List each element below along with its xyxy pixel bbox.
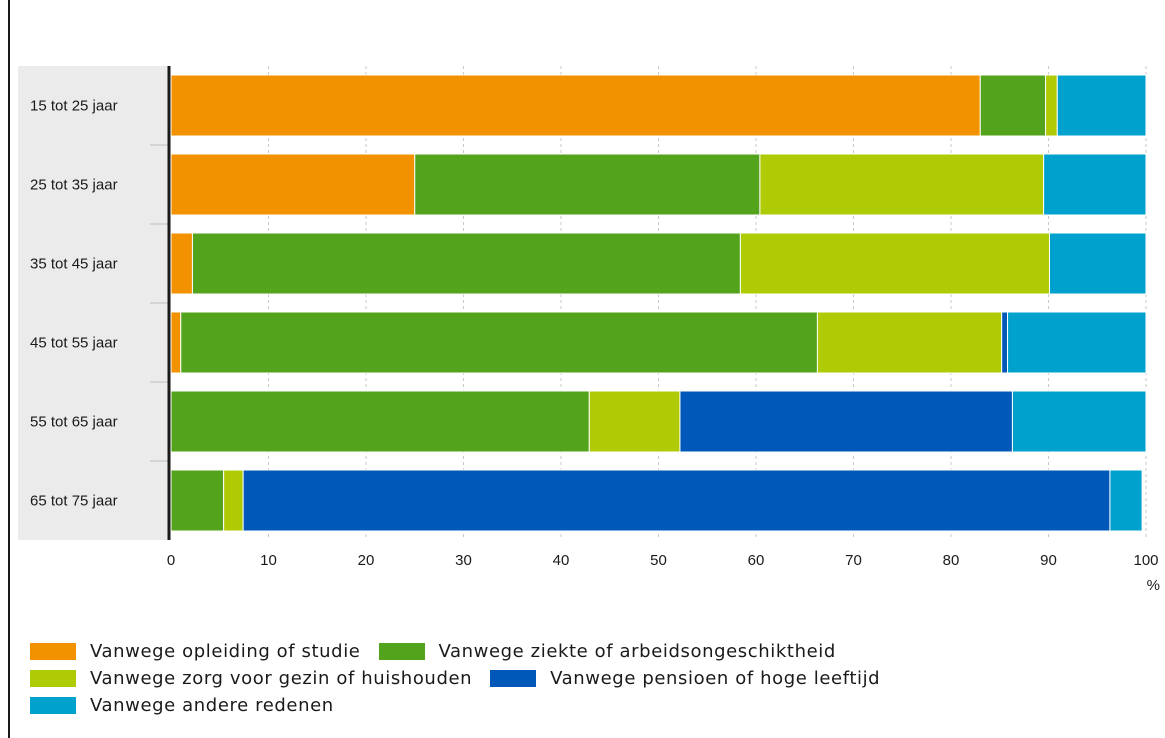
legend-item: Vanwege pensioen of hoge leeftijd (490, 668, 880, 689)
x-tick-label: 60 (748, 552, 765, 569)
legend-swatch (30, 643, 76, 660)
bar-segment (223, 469, 244, 532)
legend-label: Vanwege ziekte of arbeidsongeschiktheid (438, 641, 836, 662)
x-tick-label: 30 (455, 552, 472, 569)
x-tick-label: 20 (358, 552, 375, 569)
category-label: 45 tot 55 jaar (30, 335, 118, 352)
stacked-bar-chart: 15 tot 25 jaar 25 tot 35 jaar 35 tot 45 ja… (18, 66, 1160, 594)
x-tick-label: 70 (845, 552, 862, 569)
bar-segment (170, 74, 981, 137)
legend: Vanwege opleiding of studie Vanwege ziekt… (30, 638, 1130, 719)
bar-segment (1001, 311, 1009, 374)
x-tick-label: 40 (553, 552, 570, 569)
x-tick-label: 100 (1133, 552, 1158, 569)
bar-segment (170, 390, 590, 453)
legend-swatch (30, 697, 76, 714)
category-label: 65 tot 75 jaar (30, 493, 118, 510)
legend-label: Vanwege pensioen of hoge leeftijd (550, 668, 881, 689)
bars (170, 74, 1147, 532)
category-label: 35 tot 45 jaar (30, 256, 118, 273)
bar-segment (1056, 74, 1147, 137)
x-tick-label: 80 (943, 552, 960, 569)
left-border-line (8, 0, 10, 738)
bar-segment (191, 232, 741, 295)
legend-item: Vanwege andere redenen (30, 695, 334, 716)
x-tick-label: 50 (650, 552, 667, 569)
bar-segment (588, 390, 681, 453)
bar-segment (1043, 153, 1147, 216)
gridlines (150, 66, 1147, 540)
legend-row: Vanwege andere redenen (30, 692, 1130, 719)
legend-row: Vanwege zorg voor gezin of huishouden Van… (30, 665, 1130, 692)
legend-swatch (490, 670, 537, 687)
legend-label: Vanwege zorg voor gezin of huishouden (90, 668, 473, 689)
bar-segment (1109, 469, 1143, 532)
bar-segment (1007, 311, 1147, 374)
x-tick-label: 0 (167, 552, 175, 569)
legend-row: Vanwege opleiding of studie Vanwege ziekt… (30, 638, 1130, 665)
bar-segment (979, 74, 1047, 137)
legend-swatch (30, 670, 76, 687)
x-tick-label: 10 (260, 552, 277, 569)
legend-item: Vanwege zorg voor gezin of huishouden (30, 668, 472, 689)
bar-segment (679, 390, 1013, 453)
bar-segment (180, 311, 818, 374)
x-tick-label: 90 (1040, 552, 1057, 569)
category-labels: 15 tot 25 jaar 25 tot 35 jaar 35 tot 45 ja… (30, 98, 118, 510)
category-label-panel (18, 66, 168, 540)
legend-label: Vanwege andere redenen (90, 695, 334, 716)
legend-label: Vanwege opleiding of studie (90, 641, 361, 662)
legend-item: Vanwege opleiding of studie (30, 641, 361, 662)
bar-segment (242, 469, 1111, 532)
bar-segment (414, 153, 761, 216)
bar-segment (739, 232, 1050, 295)
bar-segment (170, 153, 416, 216)
bar-segment (759, 153, 1045, 216)
bar-segment (1048, 232, 1147, 295)
category-label: 55 tot 65 jaar (30, 414, 118, 431)
bar-segment (816, 311, 1003, 374)
category-label: 25 tot 35 jaar (30, 177, 118, 194)
bar-segment (1045, 74, 1058, 137)
legend-swatch (378, 643, 425, 660)
x-axis-unit-label: % (1147, 577, 1160, 594)
bar-segment (170, 232, 193, 295)
legend-item: Vanwege ziekte of arbeidsongeschiktheid (378, 641, 836, 662)
category-label: 15 tot 25 jaar (30, 98, 118, 115)
x-tick-labels: 0 10 20 30 40 50 60 70 80 90 100 (167, 552, 1159, 569)
bar-segment (1011, 390, 1147, 453)
bar-segment (170, 311, 182, 374)
bar-segment (170, 469, 225, 532)
